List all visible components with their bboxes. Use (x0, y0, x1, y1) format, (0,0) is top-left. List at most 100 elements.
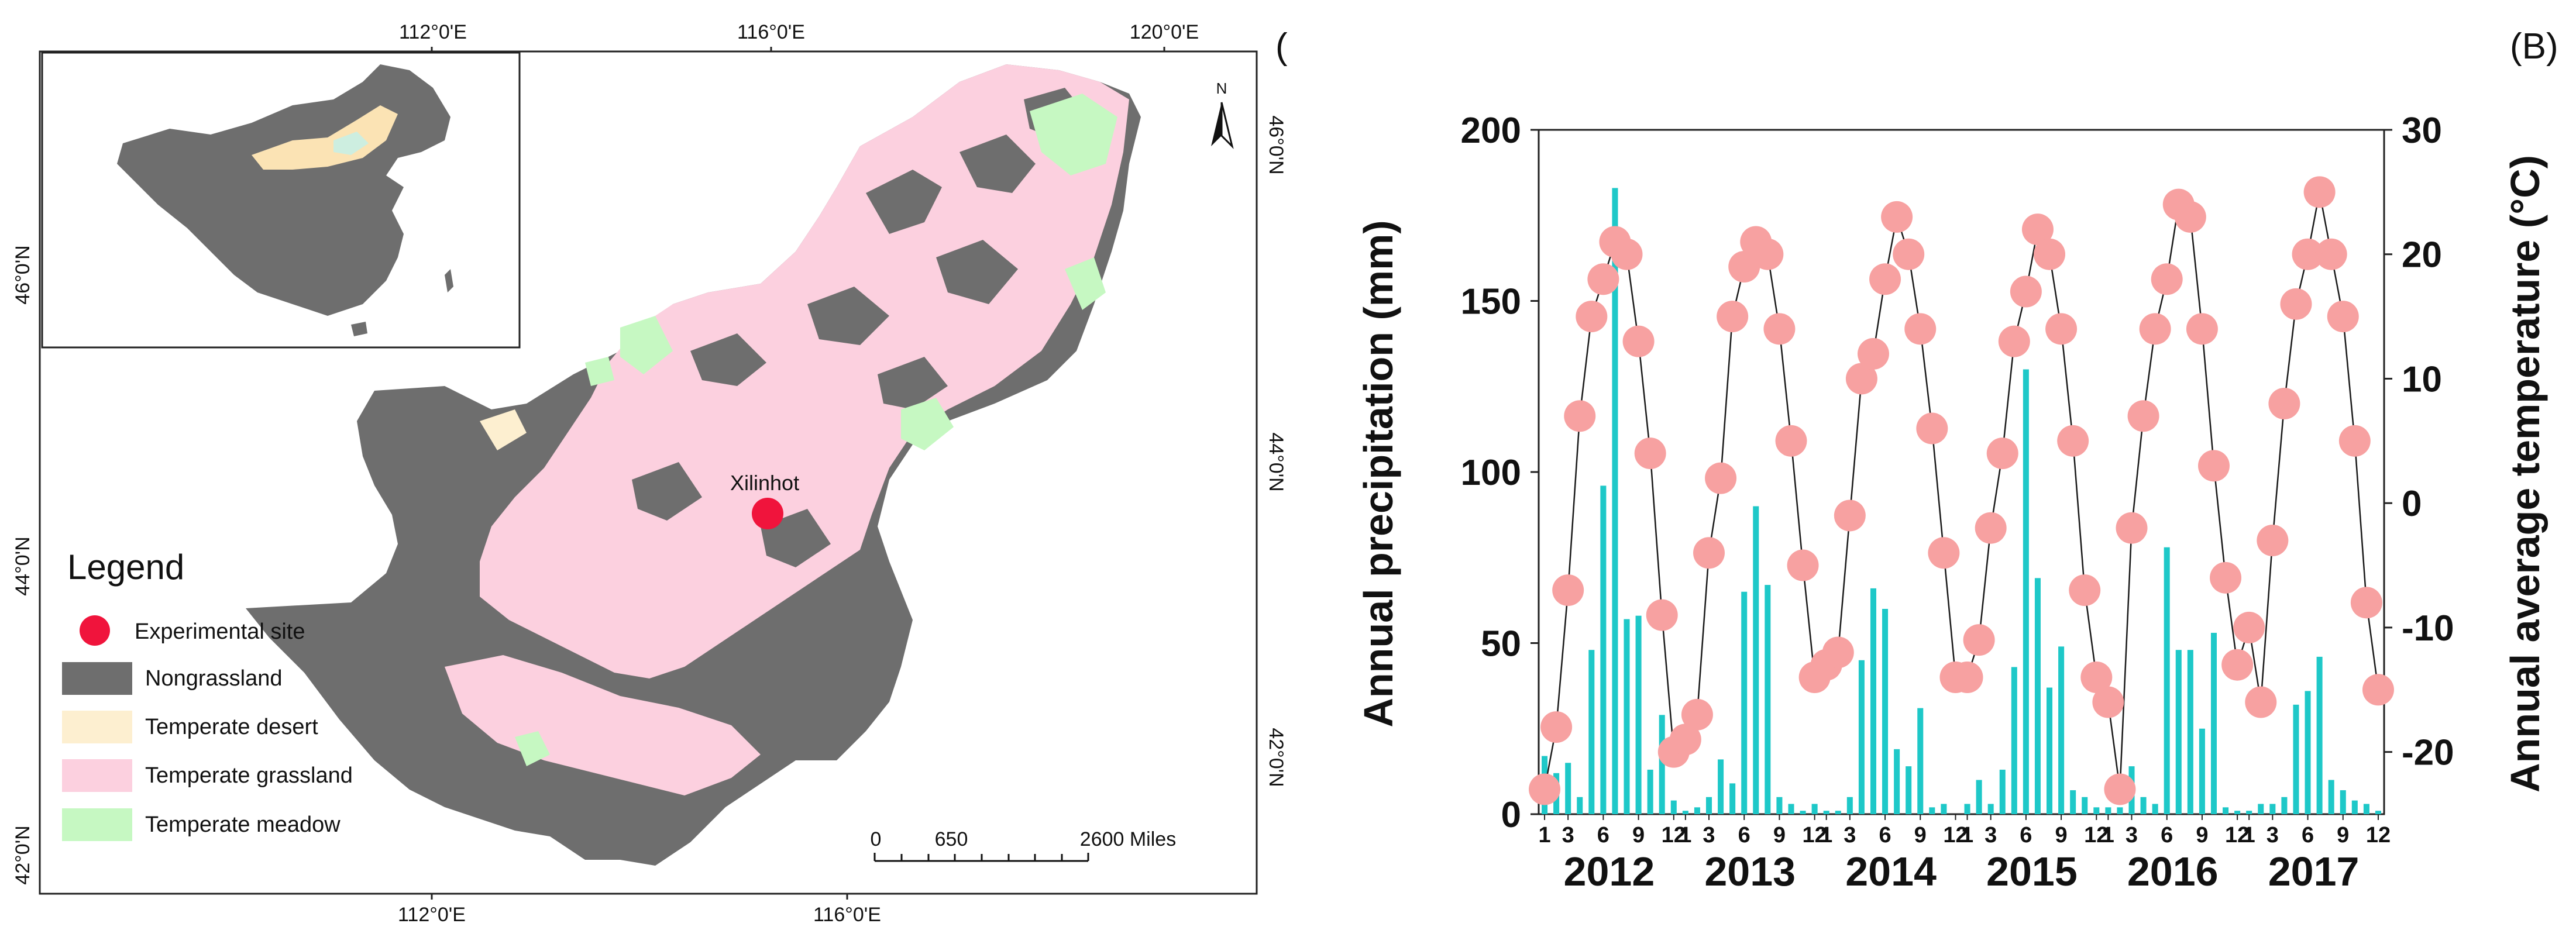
temperature-point (1657, 736, 1690, 768)
temperature-point (2245, 686, 2277, 718)
right-tick-label: -10 (2402, 608, 2454, 649)
temperature-point (2197, 450, 2230, 482)
temperature-point (2257, 525, 2289, 556)
right-latitude-label: 46°0'N (1265, 115, 1287, 174)
precipitation-bar (2340, 790, 2346, 814)
temperature-point (2080, 662, 2113, 693)
temperature-point (2292, 238, 2324, 270)
temperature-point (1998, 325, 2030, 357)
precipitation-bar (1788, 804, 1794, 814)
precipitation-bar (2175, 650, 2182, 814)
precipitation-bar (2034, 578, 2041, 814)
map-region-grassland-south (445, 655, 761, 795)
right-axis-title: Annual average temperature (°C) (2502, 155, 2548, 793)
temperature-point (1928, 537, 1960, 569)
month-tick-label: 12 (2366, 823, 2391, 848)
year-label: 2016 (2127, 849, 2219, 894)
temperature-point (1939, 662, 1972, 693)
precipitation-bar (2328, 780, 2334, 814)
left-tick-label: 100 (1461, 453, 1521, 493)
temperature-point (1681, 698, 1713, 731)
legend-label: Temperate desert (145, 715, 318, 739)
precipitation-bar (1565, 763, 1571, 814)
legend-swatch-experimental-site (80, 615, 110, 646)
month-tick-label: 1 (1820, 823, 1832, 848)
temperature-point (1587, 263, 1619, 295)
scale-label: 2600 Miles (1080, 828, 1176, 850)
temperature-point (2210, 561, 2242, 594)
legend-swatch-temperate-grassland (62, 759, 132, 792)
year-label: 2014 (1845, 849, 1937, 894)
precipitation-bar (2070, 790, 2076, 814)
temperature-point (2174, 201, 2206, 233)
precipitation-bar (1976, 780, 1982, 814)
temperature-point (1857, 337, 1889, 370)
legend-title: Legend (67, 547, 184, 587)
month-tick-label: 6 (2161, 823, 2173, 848)
map-region-meadow-1 (1030, 94, 1117, 175)
precipitation-bar (1882, 609, 1889, 814)
inset-taiwan (445, 269, 453, 292)
temperature-point (2104, 773, 2136, 805)
precipitation-bar (1964, 804, 1970, 814)
temperature-point (2162, 188, 2195, 221)
precipitation-bar (1999, 769, 2006, 814)
experimental-site-marker[interactable] (752, 498, 783, 529)
temperature-point (2233, 611, 2265, 643)
map-region-meadow-5 (515, 731, 550, 766)
precipitation-bar (1987, 804, 1994, 814)
temperature-point (1951, 662, 1983, 693)
map-region-meadow-3 (901, 398, 954, 450)
month-tick-label: 6 (1879, 823, 1891, 848)
top-longitude-label: 112°0'E (399, 21, 467, 43)
inset-map (41, 51, 521, 349)
precipitation-bar (1542, 756, 1548, 814)
map-patch-8 (878, 357, 948, 409)
month-tick-label: 9 (2196, 823, 2208, 848)
scale-label: 650 (935, 828, 968, 850)
month-tick-label: 3 (2126, 823, 2138, 848)
precipitation-bar (1835, 811, 1841, 814)
right-tick-label: -20 (2402, 733, 2454, 773)
precipitation-bar (2023, 369, 2029, 814)
map-region-meadow-4 (1065, 257, 1106, 310)
temperature-line (1543, 192, 2379, 790)
right-tick-label: 0 (2402, 484, 2422, 524)
month-tick-label: 3 (2267, 823, 2279, 848)
precipitation-bar (2093, 807, 2100, 814)
temperature-point (2327, 301, 2359, 333)
temperature-point (2034, 238, 2066, 270)
legend-label: Nongrassland (145, 666, 282, 691)
precipitation-bar (1858, 660, 1865, 814)
year-label: 2015 (1986, 849, 2078, 894)
scale-label: 0 (871, 828, 882, 850)
temperature-point (2127, 400, 2159, 432)
temperature-point (2116, 512, 2148, 544)
right-tick-label: 10 (2402, 359, 2442, 399)
precipitation-bar (2187, 650, 2193, 814)
precipitation-bar (1741, 591, 1748, 814)
panel-a-label: (A) (1275, 26, 1287, 67)
map-region-temperate-grassland (480, 64, 1129, 678)
temperature-point (2303, 176, 2336, 208)
temperature-point (2045, 313, 2078, 345)
precipitation-bar (1765, 585, 1771, 814)
map-region-meadow-2 (620, 316, 673, 374)
temperature-point (1986, 438, 2018, 470)
temperature-point (2057, 425, 2089, 457)
legend-swatch-temperate-desert (62, 711, 132, 743)
temperature-point (1646, 599, 1678, 631)
temperature-point (1705, 462, 1737, 494)
month-tick-label: 9 (1773, 823, 1786, 848)
precipitation-bar (1811, 804, 1818, 814)
precipitation-bar (2293, 704, 2299, 814)
map-patch-5 (936, 240, 1018, 304)
month-tick-label: 3 (1562, 823, 1574, 848)
map-patch-4 (807, 287, 889, 345)
temperature-point (1634, 438, 1666, 470)
temperature-point (1552, 574, 1584, 607)
precipitation-bar (2140, 797, 2147, 814)
temperature-point (1904, 313, 1937, 345)
month-tick-label: 12 (2084, 823, 2109, 848)
